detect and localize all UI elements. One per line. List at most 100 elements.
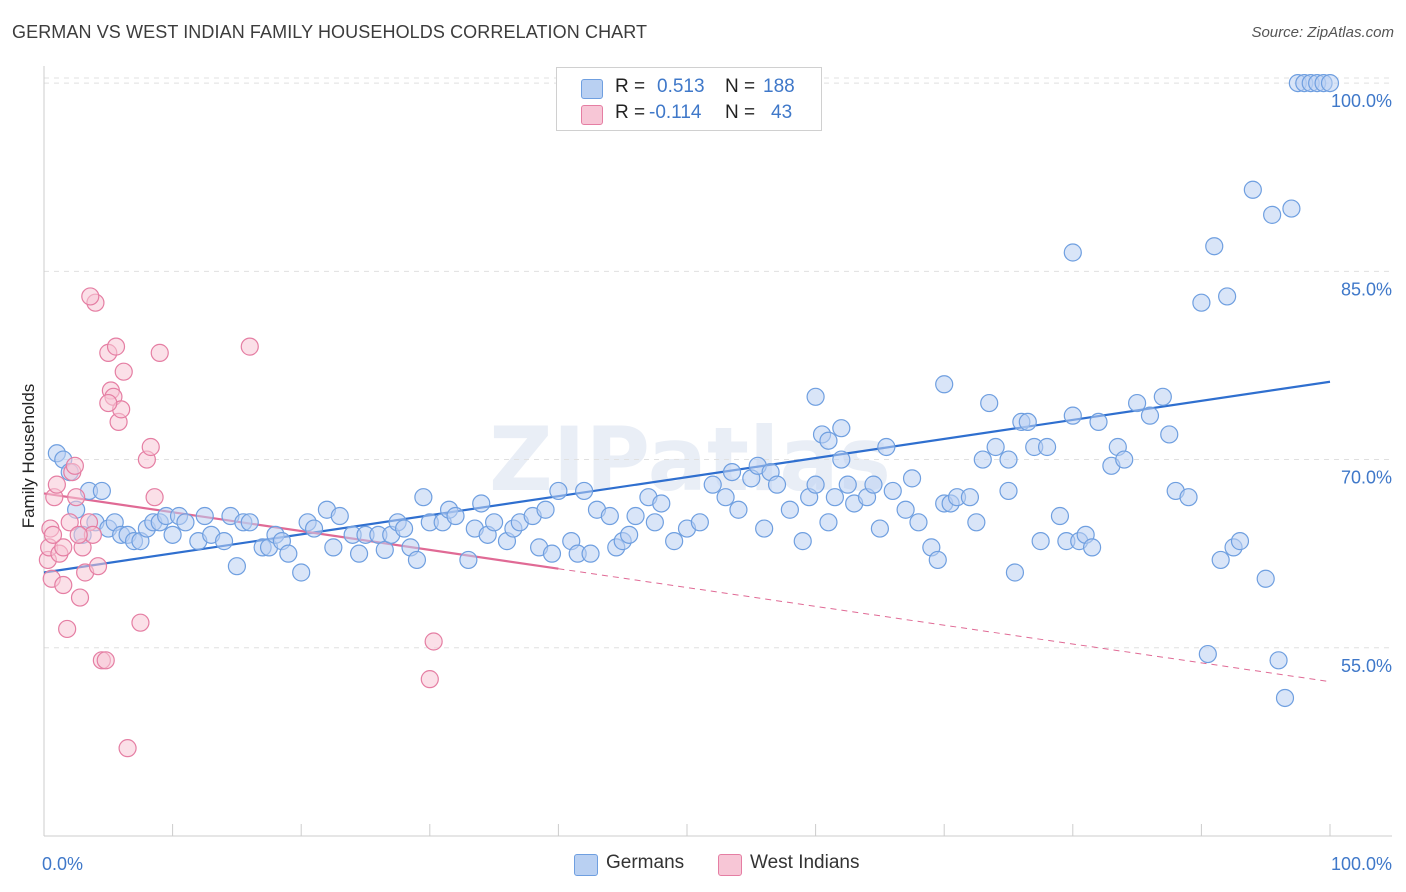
germans-point [832, 419, 851, 438]
germans-point [716, 488, 735, 507]
germans-point [1037, 437, 1057, 457]
germans-point [195, 506, 214, 526]
germans-point [838, 475, 857, 494]
germans-point [1063, 243, 1082, 262]
germans-point [767, 475, 787, 494]
germans-point [1211, 550, 1230, 570]
west-indians-point [43, 525, 63, 544]
germans-point [1256, 569, 1275, 588]
germans-swatch [581, 79, 603, 99]
germans-point [877, 437, 896, 457]
germans-point [446, 506, 465, 526]
germans-point [542, 544, 562, 563]
west-indians-point [96, 651, 115, 670]
germans-point [176, 513, 195, 532]
germans-point [1018, 412, 1037, 432]
west-indians-point [69, 525, 88, 544]
germans-point [1089, 412, 1108, 432]
germans-point [472, 494, 491, 513]
west-indians-legend-label: West Indians [750, 852, 860, 873]
germans-point [1063, 406, 1082, 425]
germans-point [690, 513, 709, 532]
germans-point [870, 519, 890, 538]
germans-point [999, 450, 1018, 469]
germans-point [1263, 205, 1282, 224]
germans-point [407, 550, 427, 570]
west-indians-point [150, 343, 169, 362]
germans-point [729, 500, 748, 519]
germans-point [1153, 387, 1172, 406]
germans-point [1243, 180, 1262, 199]
west-indians-point [131, 613, 150, 632]
legend: R = 0.513 N = 188 R = -0.114 N = 43 [556, 67, 822, 131]
legend-r-label: R = [615, 102, 646, 123]
germans-point [864, 475, 883, 494]
legend-r-value-germans: 0.513 [657, 76, 705, 97]
germans-point [1198, 644, 1217, 664]
germans-point [928, 550, 947, 570]
germans-point [626, 506, 645, 526]
germans-point [1127, 393, 1147, 413]
germans-point [1115, 450, 1134, 469]
germans-point [722, 462, 742, 482]
y-tick-label: 100.0% [1331, 91, 1392, 111]
west-indians-point [65, 456, 84, 475]
west-indians-point [58, 619, 77, 639]
west-indians-point [67, 488, 86, 507]
west-indians-point [141, 437, 160, 457]
germans-point [575, 481, 594, 501]
west-indians-point [420, 670, 439, 689]
germans-point [536, 500, 555, 519]
germans-point [1179, 488, 1198, 507]
y-axis-label: Family Households [19, 384, 38, 529]
germans-legend-swatch [574, 854, 598, 876]
germans-point [825, 488, 844, 507]
germans-point [459, 550, 478, 570]
data-points [38, 73, 1340, 758]
west-indians-point [145, 488, 164, 507]
legend-row-west-indians: R = -0.114 N = 43 [557, 102, 821, 128]
germans-point [279, 544, 298, 563]
germans-point [330, 506, 349, 526]
source-label: Source: ZipAtlas.com [1251, 24, 1394, 41]
germans-point [1050, 506, 1070, 526]
legend-row-germans: R = 0.513 N = 188 [557, 76, 821, 102]
germans-point [1218, 287, 1237, 306]
germans-point [1269, 651, 1288, 670]
germans-point [324, 538, 343, 557]
y-tick-label: 55.0% [1341, 656, 1392, 676]
germans-point [780, 500, 799, 519]
germans-point [980, 393, 999, 413]
germans-point [349, 544, 369, 563]
legend-r-value-west-indians: -0.114 [649, 102, 702, 123]
germans-point [304, 519, 324, 538]
germans-point [819, 513, 838, 532]
germans-point [819, 431, 838, 450]
germans-point [394, 519, 414, 538]
germans-point [240, 513, 259, 532]
germans-point [581, 544, 600, 563]
legend-n-value-germans: 188 [763, 76, 795, 97]
germans-point [292, 563, 311, 582]
y-tick-label: 85.0% [1341, 279, 1392, 299]
germans-point [375, 540, 394, 559]
germans-point [755, 519, 774, 538]
west-indians-swatch [581, 105, 603, 125]
legend-n-label: N = [725, 76, 756, 97]
y-tick-label: 70.0% [1341, 468, 1392, 488]
germans-point [832, 450, 851, 469]
germans-point [1205, 237, 1224, 256]
germans-point [896, 500, 915, 519]
germans-point [967, 513, 986, 532]
germans-point [1282, 199, 1301, 218]
germans-point [973, 450, 992, 469]
west-indians-point [70, 588, 90, 607]
germans-point [600, 506, 619, 526]
west-indians-point [47, 475, 66, 494]
germans-point [1275, 688, 1295, 708]
germans-point [549, 481, 568, 501]
germans-point [806, 475, 825, 494]
germans-point [214, 532, 234, 551]
legend-r-label: R = [615, 76, 646, 97]
